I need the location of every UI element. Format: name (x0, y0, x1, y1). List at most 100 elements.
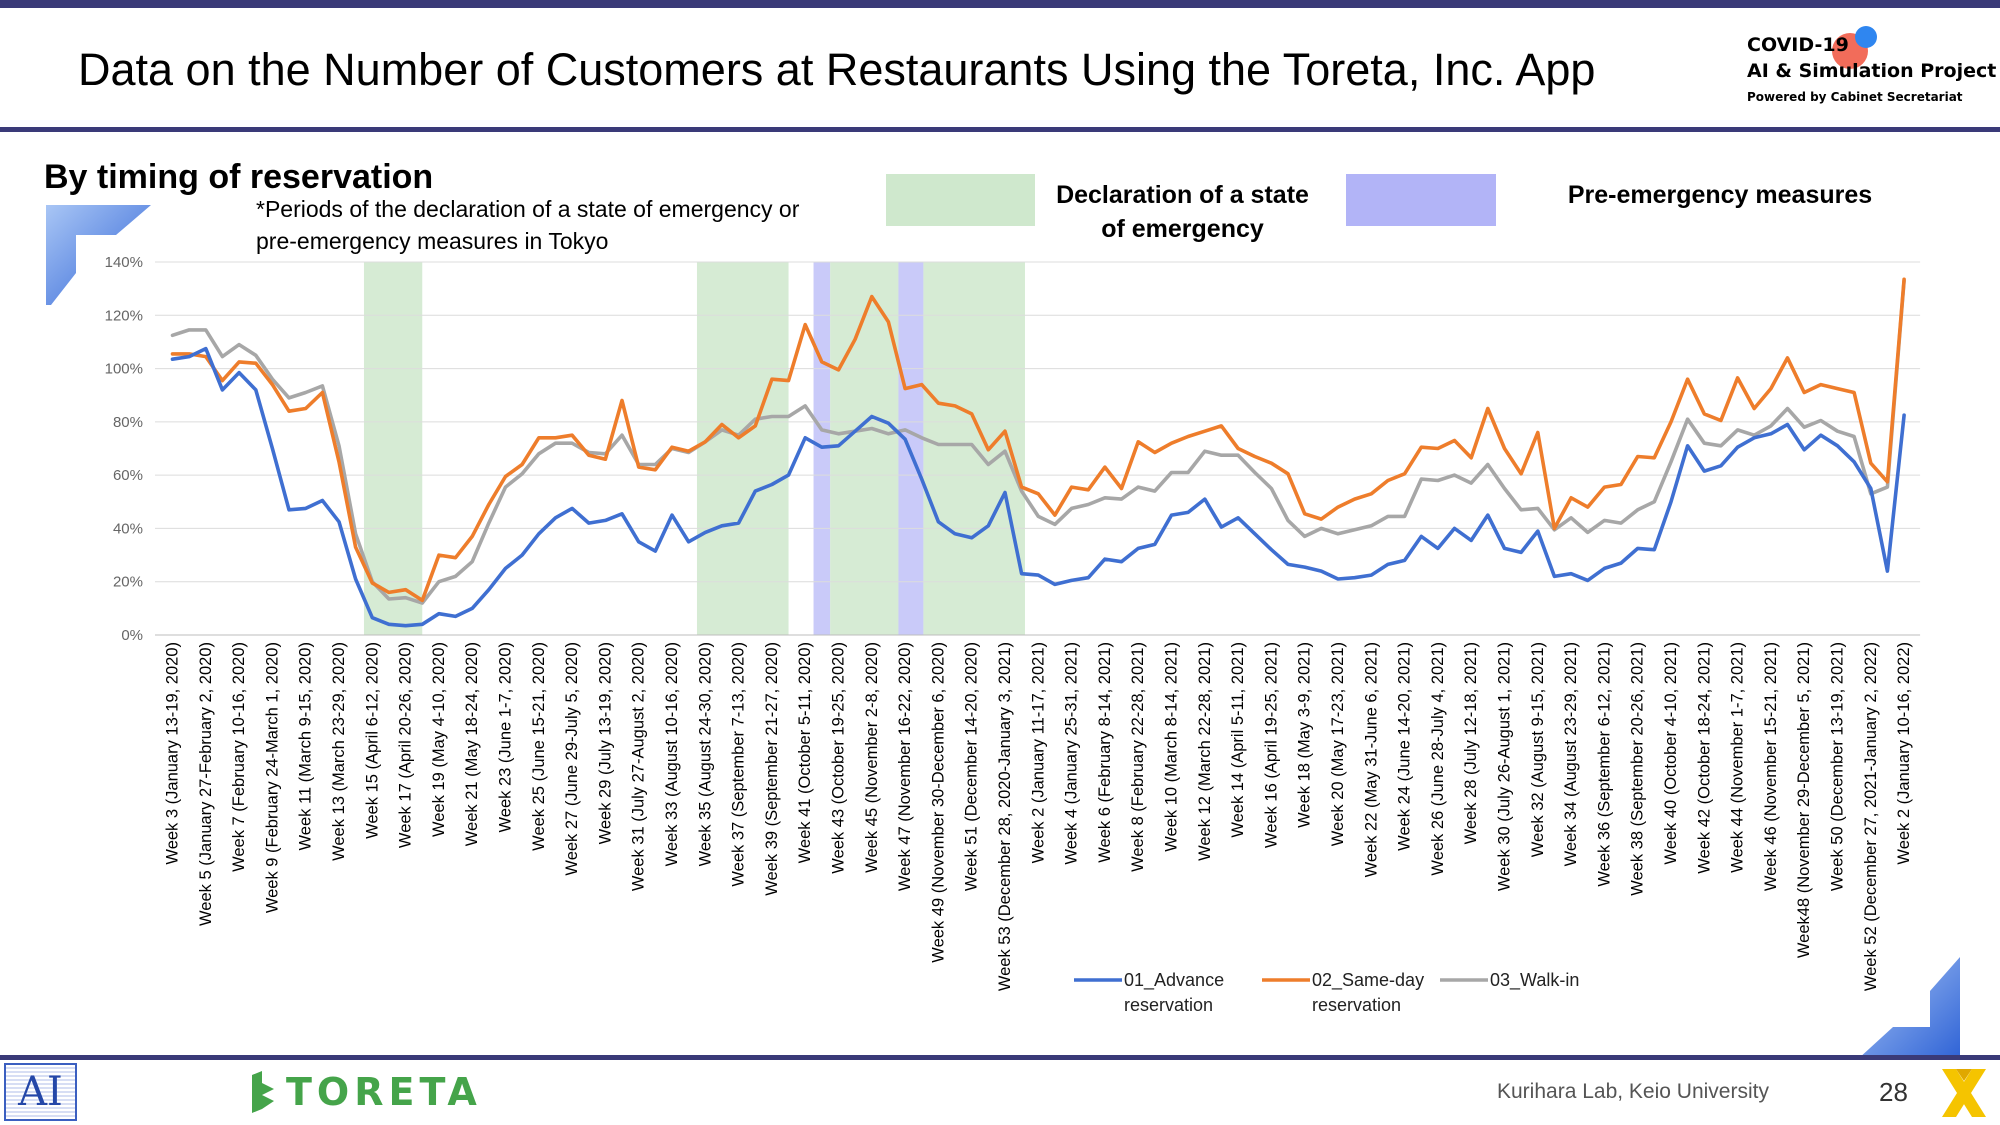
legend-label-1: 01_Advance reservation (1124, 970, 1224, 1015)
y-tick-label: 60% (113, 467, 143, 484)
x-tick-label: Week 25 (June 15-21, 2020) (530, 642, 548, 851)
series-line-3 (170, 278, 1906, 605)
x-tick-label: Week 24 (June 14-20, 2021) (1396, 642, 1414, 851)
x-tick-label: Week 8 (February 22-28, 2021) (1129, 642, 1147, 872)
x-tick-label: Week 14 (April 5-11, 2021) (1229, 642, 1247, 838)
emergency-legend-label: Declaration of a state of emergency (1040, 178, 1325, 246)
period-note: *Periods of the declaration of a state o… (256, 193, 799, 257)
x-tick-label: Week 7 (February 10-16, 2020) (230, 642, 248, 872)
project-brand: COVID-19 AI & Simulation Project Powered… (1747, 34, 1996, 104)
x-tick-label: Week 21 (May 18-24, 2020) (463, 642, 481, 846)
emergency-period-band-3 (830, 262, 899, 635)
x-tick-label: Week 32 (August 9-15, 2021) (1529, 642, 1547, 857)
x-tick-label: Week 12 (March 22-28, 2021) (1196, 642, 1214, 861)
y-tick-label: 0% (121, 627, 143, 644)
x-tick-label: Week 30 (July 26-August 1, 2021) (1496, 642, 1514, 891)
x-tick-label: Week 33 (August 10-16, 2020) (663, 642, 681, 866)
x-tick-label: Week 2 (January 11-17, 2021) (1029, 642, 1047, 863)
x-tick-label: Week 34 (August 23-29, 2021) (1562, 642, 1580, 866)
customers-line-chart: 0% 20% 40% 60% 80% 100% 120% 140% Week 3 (Janua… (105, 254, 1921, 1015)
x-tick-label: Week 52 (December 27, 2021-January 2, 20… (1862, 642, 1880, 991)
x-tick-label: Week 6 (February 8-14, 2021) (1096, 642, 1114, 863)
x-tick-label: Week 19 (May 4-10, 2020) (430, 642, 448, 837)
emergency-legend-line-1: Declaration of a state (1056, 181, 1309, 209)
x-tick-label: Week 35 (August 24-30, 2020) (696, 642, 714, 866)
page-title: Data on the Number of Customers at Resta… (78, 44, 1596, 95)
x-tick-label: Week 16 (April 19-25, 2021) (1262, 642, 1280, 848)
brand-line-3: Powered by Cabinet Secretariat (1747, 90, 1963, 104)
x-tick-label: Week 26 (June 28-July 4, 2021) (1429, 642, 1447, 876)
x-tick-label: Week 22 (May 31-June 6, 2021) (1362, 642, 1380, 877)
y-tick-label: 140% (105, 254, 143, 271)
gridlines (155, 261, 1921, 636)
x-tick-label: Week 51 (December 14-20, 2020) (963, 642, 981, 891)
y-tick-label: 40% (113, 520, 143, 537)
corner-bracket-bottom-right (1858, 957, 1960, 1059)
x-logo-icon (1942, 1069, 1986, 1117)
x-tick-label: Week 37 (September 7-13, 2020) (730, 642, 748, 887)
x-tick-label: Week 50 (December 13-19, 2021) (1829, 642, 1847, 891)
emergency-legend-swatch (886, 174, 1035, 226)
x-tick-label: Week 39 (September 21-27, 2020) (763, 642, 781, 896)
lab-credit: Kurihara Lab, Keio University (1497, 1080, 1769, 1103)
pre-emergency-legend-swatch (1346, 174, 1496, 226)
pre-emergency-period-band-4 (898, 262, 924, 635)
x-tick-label: Week 45 (November 2-8, 2020) (863, 642, 881, 873)
x-tick-label: Week 20 (May 17-23, 2021) (1329, 642, 1347, 846)
x-tick-label: Week 18 (May 3-9, 2021) (1296, 642, 1314, 828)
x-tick-label: Week 42 (October 18-24, 2021) (1695, 642, 1713, 874)
x-tick-label: Week 28 (July 12-18, 2021) (1462, 642, 1480, 844)
x-tick-label: Week48 (November 29-December 5, 2021) (1795, 642, 1813, 958)
x-tick-label: Week 46 (November 15-21, 2021) (1762, 642, 1780, 891)
page-number: 28 (1879, 1077, 1908, 1107)
series-legend: 01_Advance reservation 02_Same-day reservat… (1074, 970, 1579, 1015)
period-note-line-2: pre-emergency measures in Tokyo (256, 228, 609, 254)
x-tick-label: Week 5 (January 27-February 2, 2020) (197, 642, 215, 926)
y-tick-label: 80% (113, 414, 143, 431)
series-line-1 (170, 346, 1906, 628)
x-tick-label: Week 3 (January 13-19, 2020) (164, 642, 182, 865)
x-tick-label: Week 27 (June 29-July 5, 2020) (563, 642, 581, 876)
section-subtitle: By timing of reservation (44, 158, 434, 196)
x-tick-label: Week 40 (October 4-10, 2021) (1662, 642, 1680, 865)
emergency-legend-line-2: of emergency (1101, 215, 1264, 243)
x-tick-label: Week 10 (March 8-14, 2021) (1163, 642, 1181, 852)
brand-line-2: AI & Simulation Project (1747, 60, 1997, 82)
series-lines (170, 277, 1906, 628)
x-tick-label: Week 4 (January 25-31, 2021) (1063, 642, 1081, 865)
x-tick-label: Week 31 (July 27-August 2, 2020) (630, 642, 648, 891)
x-axis-ticks: Week 3 (January 13-19, 2020) Week 5 (Janu… (164, 642, 1914, 991)
brand-line-1: COVID-19 (1747, 34, 1849, 56)
pre-emergency-legend-label: Pre-emergency measures (1567, 181, 1873, 209)
y-tick-label: 100% (105, 361, 143, 378)
x-tick-label: Week 11 (March 9-15, 2020) (297, 642, 315, 851)
y-tick-label: 120% (105, 307, 143, 324)
emergency-period-band-0 (363, 262, 423, 635)
brand-blue-dot (1855, 26, 1877, 48)
x-tick-label: Week 49 (November 30-December 6, 2020) (929, 642, 947, 963)
x-tick-label: Week 47 (November 16-22, 2020) (896, 642, 914, 891)
x-tick-label: Week 41 (October 5-11, 2020) (796, 642, 814, 863)
x-tick-label: Week 38 (September 20-26, 2021) (1629, 642, 1647, 896)
x-tick-label: Week 2 (January 10-16, 2022) (1895, 642, 1913, 865)
period-note-line-1: *Periods of the declaration of a state o… (256, 196, 800, 222)
shaded-periods (363, 262, 1025, 635)
x-tick-label: Week 17 (April 20-26, 2020) (397, 642, 415, 848)
x-tick-label: Week 9 (February 24-March 1, 2020) (263, 642, 281, 913)
y-tick-label: 20% (113, 574, 143, 591)
emergency-period-band-1 (696, 262, 789, 635)
y-axis-ticks: 0% 20% 40% 60% 80% 100% 120% 140% (105, 254, 143, 644)
x-tick-label: Week 15 (April 6-12, 2020) (363, 642, 381, 839)
x-tick-label: Week 13 (March 23-29, 2020) (330, 642, 348, 861)
top-bar (0, 0, 2000, 8)
x-tick-label: Week 23 (June 1-7, 2020) (497, 642, 515, 832)
title-divider (0, 127, 2000, 132)
x-tick-label: Week 44 (November 1-7, 2021) (1729, 642, 1747, 873)
toreta-logo-icon (252, 1071, 274, 1113)
company-logo-text: TORETA (286, 1070, 482, 1114)
legend-label-2: 02_Same-day reservation (1312, 970, 1424, 1015)
x-tick-label: Week 43 (October 19-25, 2020) (830, 642, 848, 874)
x-tick-label: Week 53 (December 28, 2020-January 3, 20… (996, 642, 1014, 991)
x-tick-label: Week 36 (September 6-12, 2021) (1595, 642, 1613, 887)
series-line-2 (170, 277, 1906, 603)
